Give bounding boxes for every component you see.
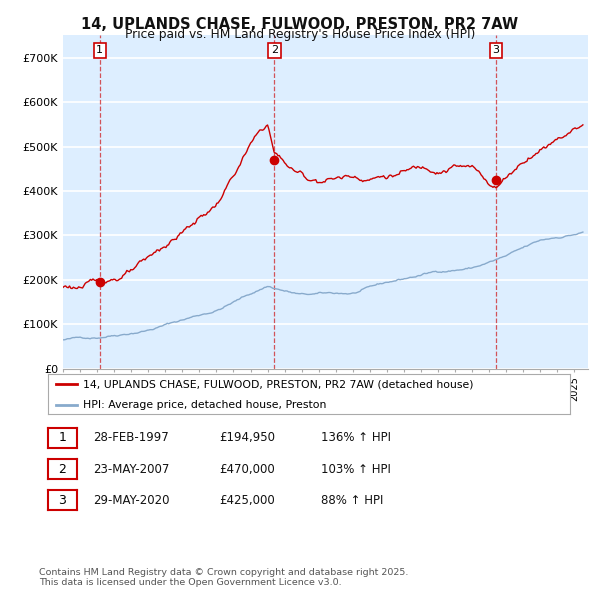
Text: 28-FEB-1997: 28-FEB-1997 <box>93 431 169 444</box>
Text: 14, UPLANDS CHASE, FULWOOD, PRESTON, PR2 7AW: 14, UPLANDS CHASE, FULWOOD, PRESTON, PR2… <box>82 17 518 31</box>
Text: 3: 3 <box>58 494 67 507</box>
Text: 2: 2 <box>271 45 278 55</box>
Text: 23-MAY-2007: 23-MAY-2007 <box>93 463 169 476</box>
Text: Price paid vs. HM Land Registry's House Price Index (HPI): Price paid vs. HM Land Registry's House … <box>125 28 475 41</box>
Text: Contains HM Land Registry data © Crown copyright and database right 2025.
This d: Contains HM Land Registry data © Crown c… <box>39 568 409 587</box>
Text: 136% ↑ HPI: 136% ↑ HPI <box>321 431 391 444</box>
Text: 103% ↑ HPI: 103% ↑ HPI <box>321 463 391 476</box>
Text: 1: 1 <box>97 45 103 55</box>
Text: HPI: Average price, detached house, Preston: HPI: Average price, detached house, Pres… <box>83 401 327 411</box>
Text: £425,000: £425,000 <box>219 494 275 507</box>
Text: 3: 3 <box>493 45 500 55</box>
Text: £470,000: £470,000 <box>219 463 275 476</box>
Text: £194,950: £194,950 <box>219 431 275 444</box>
Text: 2: 2 <box>58 463 67 476</box>
Text: 14, UPLANDS CHASE, FULWOOD, PRESTON, PR2 7AW (detached house): 14, UPLANDS CHASE, FULWOOD, PRESTON, PR2… <box>83 379 474 389</box>
Text: 1: 1 <box>58 431 67 444</box>
Text: 29-MAY-2020: 29-MAY-2020 <box>93 494 170 507</box>
Text: 88% ↑ HPI: 88% ↑ HPI <box>321 494 383 507</box>
